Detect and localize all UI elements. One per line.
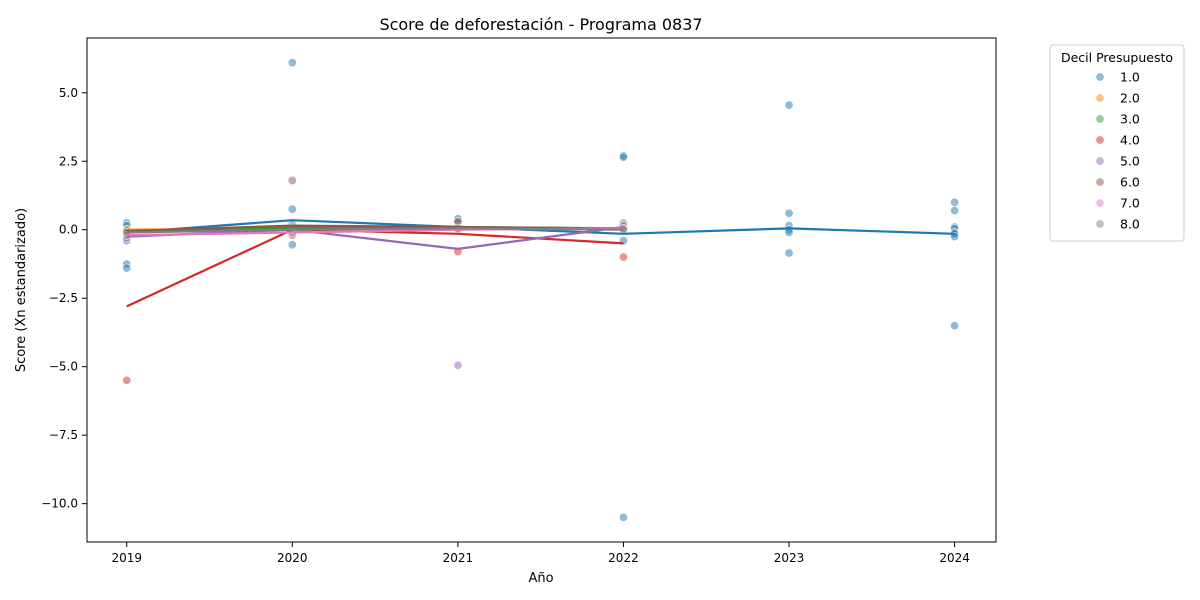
trend-line-1.0	[126, 219, 955, 235]
point-1.0-6	[122, 263, 132, 273]
point-1.0-19	[618, 512, 628, 522]
legend-title: Decil Presupuesto	[1061, 50, 1173, 65]
y-tick-label: 5.0	[59, 86, 78, 100]
legend-label-7.0: 7.0	[1120, 196, 1140, 211]
legend-marker-7.0	[1095, 198, 1105, 208]
point-4.0-3	[618, 252, 628, 262]
point-4.0-0	[122, 375, 132, 385]
y-tick-label: 0.0	[59, 223, 78, 237]
legend-label-8.0: 8.0	[1120, 217, 1140, 232]
point-1.0-11	[287, 240, 297, 250]
x-tick-label: 2019	[111, 551, 142, 565]
legend-marker-6.0	[1095, 177, 1105, 187]
x-axis-label: Año	[528, 571, 553, 586]
legend-label-2.0: 2.0	[1120, 91, 1140, 106]
legend-label-3.0: 3.0	[1120, 112, 1140, 127]
legend-box	[1049, 44, 1185, 242]
x-tick-label: 2020	[277, 551, 308, 565]
legend-label-6.0: 6.0	[1120, 175, 1140, 190]
legend-label-4.0: 4.0	[1120, 133, 1140, 148]
y-tick-label: −10.0	[41, 497, 78, 511]
point-1.0-16	[618, 152, 628, 162]
y-tick-label: 2.5	[59, 154, 78, 168]
legend-marker-2.0	[1095, 93, 1105, 103]
point-1.0-20	[784, 100, 794, 110]
point-1.0-21	[784, 208, 794, 218]
x-tick-label: 2024	[939, 551, 970, 565]
y-tick-label: −5.0	[49, 360, 78, 374]
trend-lines	[126, 219, 955, 308]
legend-label-5.0: 5.0	[1120, 154, 1140, 169]
legend-label-1.0: 1.0	[1120, 70, 1140, 85]
plot-frame	[86, 37, 997, 543]
scatter-points	[122, 58, 960, 522]
x-axis: 2019 2020 2021 2022 2023 2024	[111, 542, 970, 565]
point-1.0-33	[950, 321, 960, 331]
x-tick-label: 2022	[608, 551, 639, 565]
legend: Decil Presupuesto 1.0 2.0 3.0 4.0 5.0 6.0 7.0 8.…	[1049, 44, 1185, 242]
y-axis-label: Score (Xn estandarizado)	[14, 208, 29, 372]
x-tick-label: 2023	[774, 551, 805, 565]
x-tick-label: 2021	[443, 551, 474, 565]
point-1.0-27	[950, 206, 960, 216]
y-axis: 5.0 2.5 0.0 −2.5 −5.0 −7.5 −10.0	[41, 86, 87, 511]
y-tick-label: −2.5	[49, 291, 78, 305]
trend-line-4.0	[126, 228, 624, 308]
legend-marker-5.0	[1095, 156, 1105, 166]
point-6.0-1	[287, 175, 297, 185]
point-1.0-26	[950, 197, 960, 207]
legend-marker-3.0	[1095, 114, 1105, 124]
legend-marker-8.0	[1095, 219, 1105, 229]
point-1.0-7	[287, 58, 297, 68]
legend-marker-4.0	[1095, 135, 1105, 145]
point-5.0-2	[453, 360, 463, 370]
point-1.0-25	[784, 248, 794, 258]
point-1.0-8	[287, 204, 297, 214]
trend-line-8.0	[126, 227, 624, 234]
y-tick-label: −7.5	[49, 428, 78, 442]
legend-marker-1.0	[1095, 72, 1105, 82]
trend-line-6.0	[126, 224, 624, 233]
chart-title: Score de deforestación - Programa 0837	[379, 15, 702, 34]
